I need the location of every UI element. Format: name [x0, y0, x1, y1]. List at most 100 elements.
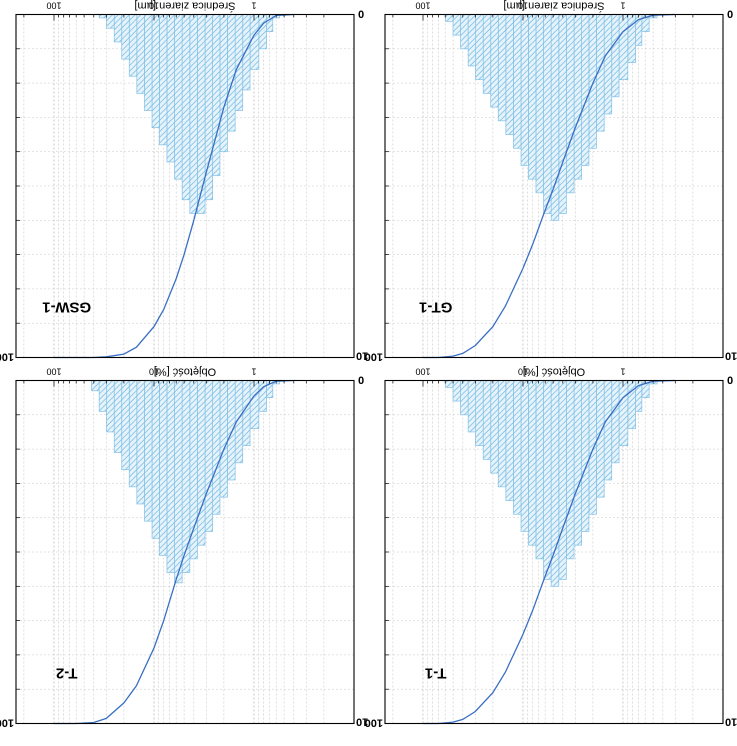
histogram-bar [528, 380, 537, 546]
histogram-bar [258, 380, 267, 412]
histogram-bar [166, 14, 175, 163]
histogram-bar [528, 14, 537, 180]
histogram-bar [128, 380, 138, 488]
histogram-bar [618, 14, 629, 81]
histogram-bar [550, 380, 560, 587]
histogram-bar [151, 380, 160, 539]
x-tick-label: 10 [149, 367, 159, 377]
chart-panel-t-2: 1 10 100 0 10 100 Objętość [%] T-2 [0, 366, 368, 729]
histogram-bar [460, 14, 469, 50]
x-axis-label: Średnica ziaren [µm] [503, 0, 604, 13]
histogram-bar [505, 14, 514, 135]
histogram-bar [505, 380, 514, 501]
histogram-bar [128, 14, 138, 77]
x-tick-label: 100 [415, 1, 430, 11]
histogram-bar [249, 14, 260, 70]
y-tick-label: 0 [358, 8, 364, 20]
histogram-bar [611, 380, 620, 464]
histogram-bar [242, 14, 251, 91]
y-tick-label: 0 [727, 8, 733, 20]
x-tick-label: 1 [251, 1, 256, 11]
histogram-bar [91, 380, 100, 392]
histogram-bar [535, 14, 544, 194]
x-tick-label: 1 [620, 367, 625, 377]
x-tick-label: 100 [46, 367, 61, 377]
histogram-bar [196, 380, 206, 546]
histogram-bar [581, 380, 590, 532]
histogram-bar [219, 14, 228, 153]
x-tick-label: 10 [518, 1, 528, 11]
histogram-bar [467, 380, 477, 433]
histogram-bar [460, 380, 469, 416]
histogram-bar [106, 14, 115, 29]
x-tick-label: 100 [46, 1, 61, 11]
histogram-bar [219, 380, 228, 498]
y-tick-label: 0 [727, 374, 733, 386]
histogram-bar [475, 14, 484, 81]
histogram-bar [136, 14, 145, 94]
histogram-bar [159, 14, 168, 146]
histogram-bar [573, 380, 582, 546]
histogram-bar [452, 14, 461, 36]
histogram-bar [627, 380, 636, 429]
cumulative-curve [423, 13, 676, 359]
histogram-bar [611, 14, 620, 98]
histogram-bar [445, 14, 454, 22]
y-tick-label: 10 [725, 350, 737, 362]
histogram-bar [204, 380, 213, 532]
x-axis-label: Średnica ziaren [µm] [134, 0, 235, 13]
histogram-bar [227, 380, 236, 481]
histogram-bar [535, 380, 544, 560]
histogram-bar [603, 14, 613, 115]
histogram-bar [497, 380, 507, 488]
x-tick-label: 10 [518, 367, 528, 377]
histogram-bar [475, 380, 484, 447]
y2-tick-label: 100 [365, 351, 383, 363]
x-tick-label: 1 [251, 367, 256, 377]
histogram-bar [603, 380, 613, 481]
y-tick-label: 10 [356, 716, 368, 728]
histogram-bar [212, 14, 221, 177]
chart-panel-gt-1: 1 10 100 0 10 100 Średnica ziaren [µm] GT-1 [365, 0, 737, 363]
x-tick-label: 100 [415, 367, 430, 377]
histogram-bar [181, 14, 191, 201]
sample-label: T-1 [425, 665, 447, 682]
histogram-bar [249, 380, 260, 429]
sample-label: GSW-1 [42, 299, 91, 316]
histogram-bar [497, 14, 507, 122]
histogram-bar [113, 14, 123, 43]
histogram-bar [106, 380, 115, 433]
histogram-bar [136, 380, 145, 505]
histogram-bar [467, 14, 477, 67]
y2-tick-label: 100 [0, 717, 14, 729]
histogram-bar [482, 14, 492, 94]
histogram-bar [513, 380, 522, 515]
x-tick-label: 1 [620, 1, 625, 11]
histogram-bar [627, 14, 636, 63]
histogram-bar [166, 380, 175, 573]
histogram-bar [151, 14, 160, 129]
histogram-bar [565, 380, 575, 560]
cumulative-curve [54, 13, 294, 359]
histogram-bar [174, 14, 183, 180]
histogram-bar [482, 380, 492, 460]
histogram-bar [189, 380, 198, 560]
histogram-bar [588, 380, 597, 515]
y-tick-label: 0 [358, 374, 364, 386]
histogram-bar [258, 14, 267, 50]
histogram-bar [445, 380, 454, 388]
y2-tick-label: 100 [365, 717, 383, 729]
histogram-bar [513, 14, 522, 149]
histogram-bar [543, 380, 552, 580]
histogram-bar [520, 380, 529, 532]
histogram-bar [212, 380, 221, 515]
histogram-bar [618, 380, 629, 447]
histogram-bar [550, 14, 560, 221]
histogram-bar [144, 14, 153, 111]
chart-panel-t-1: 1 10 100 0 10 100 Objętość [%] T-1 [365, 366, 737, 729]
histogram-bar [189, 14, 198, 214]
histogram-bar [174, 380, 183, 584]
